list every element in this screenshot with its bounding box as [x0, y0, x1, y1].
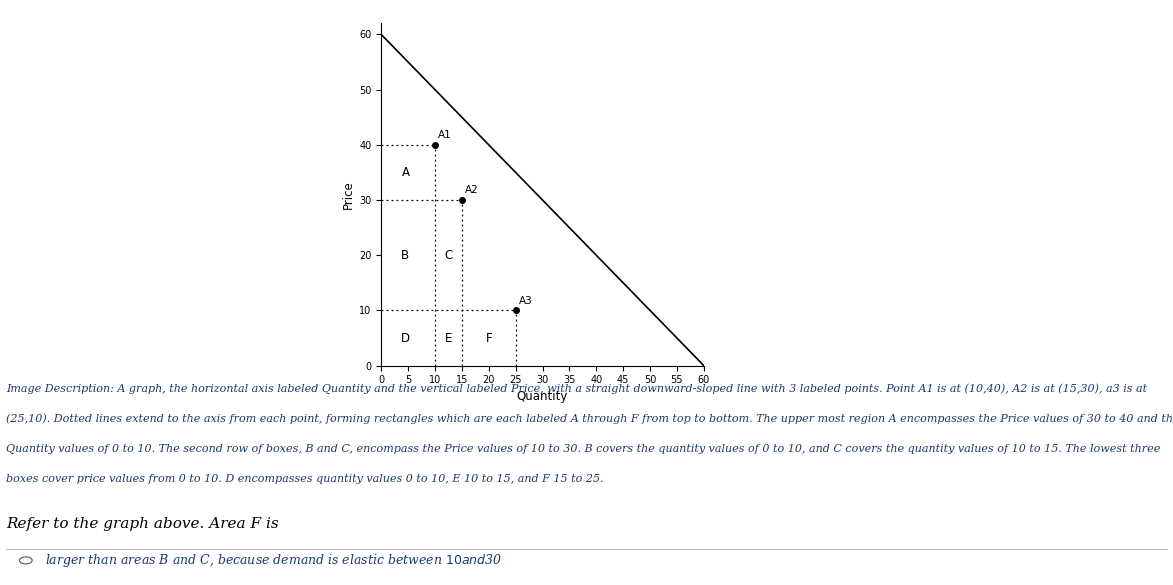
Y-axis label: Price: Price: [343, 180, 355, 209]
Text: larger than areas B and C, because demand is elastic between $10 and $30: larger than areas B and C, because deman…: [45, 552, 502, 569]
Text: F: F: [486, 332, 491, 345]
Text: Image Description: A graph, the horizontal axis labeled Quantity and the vertica: Image Description: A graph, the horizont…: [6, 383, 1147, 394]
Text: D: D: [401, 332, 411, 345]
Text: Quantity values of 0 to 10. The second row of boxes, B and C, encompass the Pric: Quantity values of 0 to 10. The second r…: [6, 444, 1160, 454]
Text: B: B: [401, 249, 409, 261]
Text: Refer to the graph above. Area F is: Refer to the graph above. Area F is: [6, 517, 279, 531]
Text: A1: A1: [439, 130, 452, 140]
Text: E: E: [445, 332, 452, 345]
Text: (25,10). Dotted lines extend to the axis from each point, forming rectangles whi: (25,10). Dotted lines extend to the axis…: [6, 414, 1173, 424]
Text: A: A: [401, 166, 409, 179]
Text: A2: A2: [465, 185, 479, 195]
Text: C: C: [445, 249, 453, 261]
Text: boxes cover price values from 0 to 10. D encompasses quantity values 0 to 10, E : boxes cover price values from 0 to 10. D…: [6, 474, 603, 484]
Text: A3: A3: [518, 296, 533, 306]
X-axis label: Quantity: Quantity: [517, 390, 568, 402]
